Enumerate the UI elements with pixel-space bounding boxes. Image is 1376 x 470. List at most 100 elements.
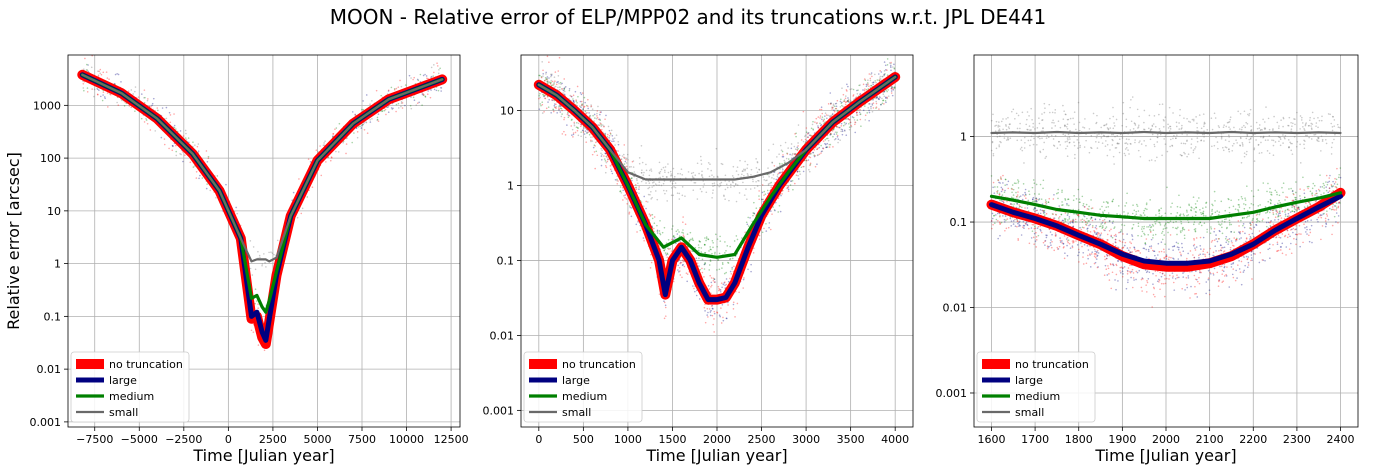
x-axis-label: Time [Julian year] [645,446,787,465]
scatter-point [752,214,754,217]
scatter-point [1151,133,1154,136]
scatter-point [552,84,555,86]
scatter-point [746,167,748,170]
scatter-point [1228,126,1230,128]
scatter-point [840,102,843,105]
scatter-point [606,133,609,136]
scatter-point [1065,113,1067,116]
scatter-point [1308,201,1311,204]
scatter-point [711,174,713,176]
scatter-point [875,106,878,108]
scatter-point [1198,157,1200,160]
scatter-point [1203,136,1205,138]
scatter-point [890,85,893,88]
scatter-point [793,182,796,185]
scatter-point [672,194,674,197]
scatter-point [1003,137,1006,139]
scatter-point [604,164,607,167]
scatter-point [635,186,637,189]
scatter-point [725,183,728,186]
scatter-point [604,160,607,162]
scatter-point [86,69,89,72]
scatter-point [819,108,821,111]
scatter-point [718,252,721,255]
scatter-point [1311,128,1313,131]
scatter-point [1299,115,1302,117]
scatter-point [1166,186,1168,189]
scatter-point [1015,112,1018,115]
scatter-point [601,124,604,126]
scatter-point [721,163,724,166]
plot-frame [67,54,461,428]
scatter-point [1100,137,1103,139]
scatter-point [625,165,628,168]
scatter-point [1235,139,1237,141]
scatter-point [573,121,576,124]
scatter-point [787,185,790,188]
scatter-point [651,217,654,220]
scatter-point [710,248,712,251]
scatter-point [1158,215,1160,218]
scatter-point [645,182,647,184]
scatter-point [1300,119,1303,121]
scatter-point [820,150,823,153]
scatter-point [796,148,798,151]
scatter-point [547,101,549,103]
scatter-point [311,186,314,189]
scatter-point [376,116,379,119]
scatter-point [623,156,625,159]
scatter-point [1194,146,1197,148]
scatter-point [600,152,602,155]
scatter-point [1125,202,1128,204]
scatter-point [647,193,650,196]
panel-2: 0 500 1000 1500 2000 2500 3000 3500 40000.0010.0… [483,54,914,465]
scatter-point [1156,156,1158,159]
scatter-point [713,278,716,280]
scatter-point [587,107,589,110]
scatter-point [843,100,845,102]
scatter-point [826,117,828,120]
scatter-point [825,114,828,116]
scatter-point [610,170,613,173]
scatter-point [1293,118,1295,120]
scatter-point [735,200,738,203]
scatter-point [763,227,765,230]
scatter-point [102,71,105,74]
scatter-point [836,125,838,128]
scatter-point [1302,125,1304,128]
scatter-point [804,141,807,143]
scatter-point [1069,117,1072,120]
scatter-point [559,111,562,113]
scatter-point [1233,231,1236,234]
scatter-point [1262,182,1265,184]
scatter-point [1023,147,1026,149]
scatter-point [579,105,581,107]
scatter-point [1115,147,1118,149]
scatter-point [1010,187,1013,190]
scatter-point [847,97,849,99]
scatter-point [725,317,728,320]
scatter-point [1209,232,1212,234]
scatter-point [708,250,710,252]
scatter-point [797,145,799,147]
scatter-point [780,194,782,197]
scatter-point [1225,125,1228,128]
scatter-point [1143,109,1146,112]
scatter-point [704,262,707,265]
scatter-point [781,167,784,169]
scatter-point [548,81,551,83]
scatter-point [1059,144,1062,146]
scatter-point [1313,184,1316,187]
scatter-point [622,153,625,156]
scatter-point [1272,209,1274,212]
scatter-point [345,152,347,155]
scatter-point [1045,155,1048,158]
scatter-point [997,124,1000,127]
scatter-point [672,235,675,238]
scatter-point [384,108,387,111]
scatter-point [879,96,881,99]
scatter-point [1038,193,1040,195]
scatter-point [714,253,716,255]
scatter-point [554,80,556,83]
scatter-point [577,95,579,98]
